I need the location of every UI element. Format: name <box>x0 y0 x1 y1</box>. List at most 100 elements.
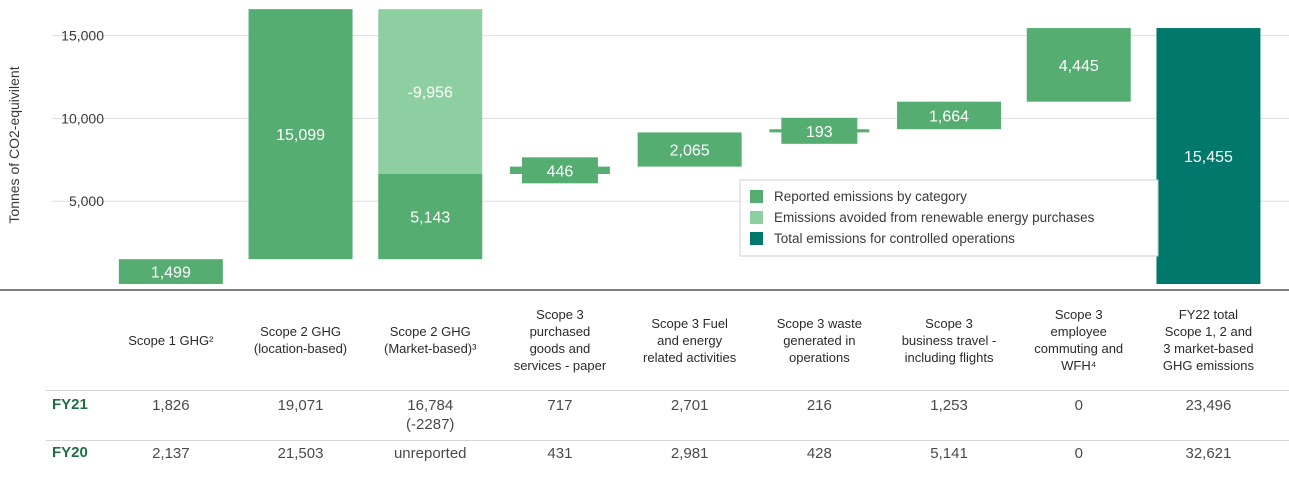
table-cell: 23,496 <box>1144 396 1274 415</box>
column-header-line: goods and <box>529 341 591 356</box>
table-cell-value: 0 <box>1074 397 1083 414</box>
table-cell-value: 5,141 <box>930 445 968 462</box>
table-cell-value: 2,137 <box>152 445 190 462</box>
column-header-line: Scope 3 waste <box>776 315 862 331</box>
table-cell-value: 23,496 <box>1185 397 1232 414</box>
data-label: 1,499 <box>151 265 191 282</box>
bar-avoided <box>378 9 483 175</box>
column-header-line: (location-based) <box>253 341 348 356</box>
column-header-line: generated in <box>783 332 856 348</box>
column-header-line: related activities <box>643 349 737 365</box>
column-header-line: services - paper <box>513 358 607 373</box>
table-cell: 16,784 (-2287) <box>365 396 495 434</box>
table-cell: 19,071 <box>236 396 366 415</box>
table-cell-value: 216 <box>806 397 832 414</box>
column-header-line: Scope 2 GHG <box>260 324 341 339</box>
data-label: 193 <box>806 124 833 141</box>
table-cell: 5,141 <box>884 444 1014 463</box>
column-header-line: WFH⁴ <box>1061 358 1097 373</box>
column-header: Scope 3 waste generated in operations <box>755 292 885 388</box>
table-cell-value: 1,826 <box>152 397 190 414</box>
column-header-line: Scope 3 <box>1054 307 1103 322</box>
y-axis-label: Tonnes of CO2-equivilent <box>6 66 22 223</box>
column-header-line: and energy <box>657 332 723 348</box>
bar <box>1026 28 1131 102</box>
data-label: 446 <box>547 163 574 180</box>
table-cell-value: 0 <box>1074 445 1083 462</box>
column-header-line: (Market-based)³ <box>384 341 477 356</box>
bar <box>378 174 483 260</box>
bar <box>637 132 742 167</box>
table-cell: 32,621 <box>1144 444 1274 463</box>
bar <box>897 101 1002 130</box>
table-cell: 1,253 <box>884 396 1014 415</box>
legend-swatch <box>750 211 763 224</box>
column-header: Scope 1 GHG² <box>106 292 236 388</box>
table-cell-value: 2,981 <box>670 445 709 462</box>
legend-box <box>739 179 1159 257</box>
bar <box>521 157 598 184</box>
waterfall-chart: 5,000 10,000 15,000 Tonnes of CO2-equivilen… <box>0 9 1289 291</box>
legend-entry: Reported emissions by category <box>774 189 967 204</box>
data-label: 15,455 <box>1184 149 1233 166</box>
bar <box>248 9 353 260</box>
row-divider <box>46 440 1289 441</box>
row-divider <box>46 390 1289 391</box>
column-header-line: employee <box>1050 324 1107 339</box>
y-tick-label: 5,000 <box>69 193 104 209</box>
column-header-line: including flights <box>904 349 994 365</box>
table-cell: 2,701 <box>625 396 755 415</box>
table-cell-value: 32,621 <box>1185 445 1232 462</box>
column-header-line: commuting and <box>1034 341 1124 356</box>
legend-swatch <box>750 190 763 203</box>
table-cell-value: 1,253 <box>930 397 968 414</box>
column-header: FY22 total Scope 1, 2 and 3 market-based GH… <box>1144 292 1274 388</box>
table-cell: 1,826 <box>106 396 236 415</box>
table-cell-value: unreported <box>393 445 467 462</box>
table-cell-value: 717 <box>547 397 573 414</box>
column-header-line: purchased <box>529 324 591 339</box>
column-header-line: Scope 3 <box>925 315 973 331</box>
y-tick-label: 10,000 <box>61 110 104 126</box>
data-label: 2,065 <box>670 143 710 160</box>
column-header-line: FY22 total <box>1178 307 1239 322</box>
row-label: FY20 <box>52 444 88 461</box>
table-cell: 21,503 <box>236 444 366 463</box>
column-header: Scope 2 GHG (Market-based)³ <box>365 292 495 388</box>
table-cell: 2,981 <box>625 444 755 463</box>
data-label: 4,445 <box>1059 58 1099 75</box>
bar <box>118 259 223 284</box>
column-header-line: business travel - <box>901 332 997 348</box>
table-header-row: Scope 1 GHG² Scope 2 GHG (location-based) S… <box>0 292 1289 388</box>
column-header: Scope 2 GHG (location-based) <box>236 292 366 388</box>
table-cell-value: 428 <box>806 445 832 462</box>
data-label: 5,143 <box>410 210 450 227</box>
table-cell-value: 19,071 <box>277 397 324 414</box>
table-cell-value: 2,701 <box>670 397 709 414</box>
table-cell: 431 <box>495 444 625 463</box>
column-header-line: GHG emissions <box>1162 358 1254 373</box>
table-cell: 216 <box>755 396 885 415</box>
legend-entry: Emissions avoided from renewable energy … <box>774 210 1095 225</box>
y-tick-label: 15,000 <box>61 28 104 44</box>
column-header-line: 3 market-based <box>1163 341 1254 356</box>
table-cell: 0 <box>1014 444 1144 463</box>
row-label: FY21 <box>52 396 88 413</box>
table-cell: 0 <box>1014 396 1144 415</box>
legend-swatch <box>750 232 763 245</box>
table-cell-value: 21,503 <box>277 445 324 462</box>
column-header-line: Scope 3 Fuel <box>651 315 728 331</box>
legend-entry: Total emissions for controlled operation… <box>774 231 1015 246</box>
table-cell: 428 <box>755 444 885 463</box>
table-cell: 717 <box>495 396 625 415</box>
column-header: Scope 3 employee commuting and WFH⁴ <box>1014 292 1144 388</box>
table-cell: 2,137 <box>106 444 236 463</box>
column-header-line: operations <box>788 349 850 365</box>
data-label: -9,956 <box>408 85 453 102</box>
column-header-line: Scope 2 GHG <box>389 324 471 339</box>
column-header-line: Scope 1, 2 and <box>1164 324 1253 339</box>
data-label: 1,664 <box>929 108 969 125</box>
column-header: Scope 3 Fuel and energy related activities <box>625 292 755 388</box>
bar <box>781 117 858 144</box>
table-cell-value: (-2287) <box>406 416 455 433</box>
